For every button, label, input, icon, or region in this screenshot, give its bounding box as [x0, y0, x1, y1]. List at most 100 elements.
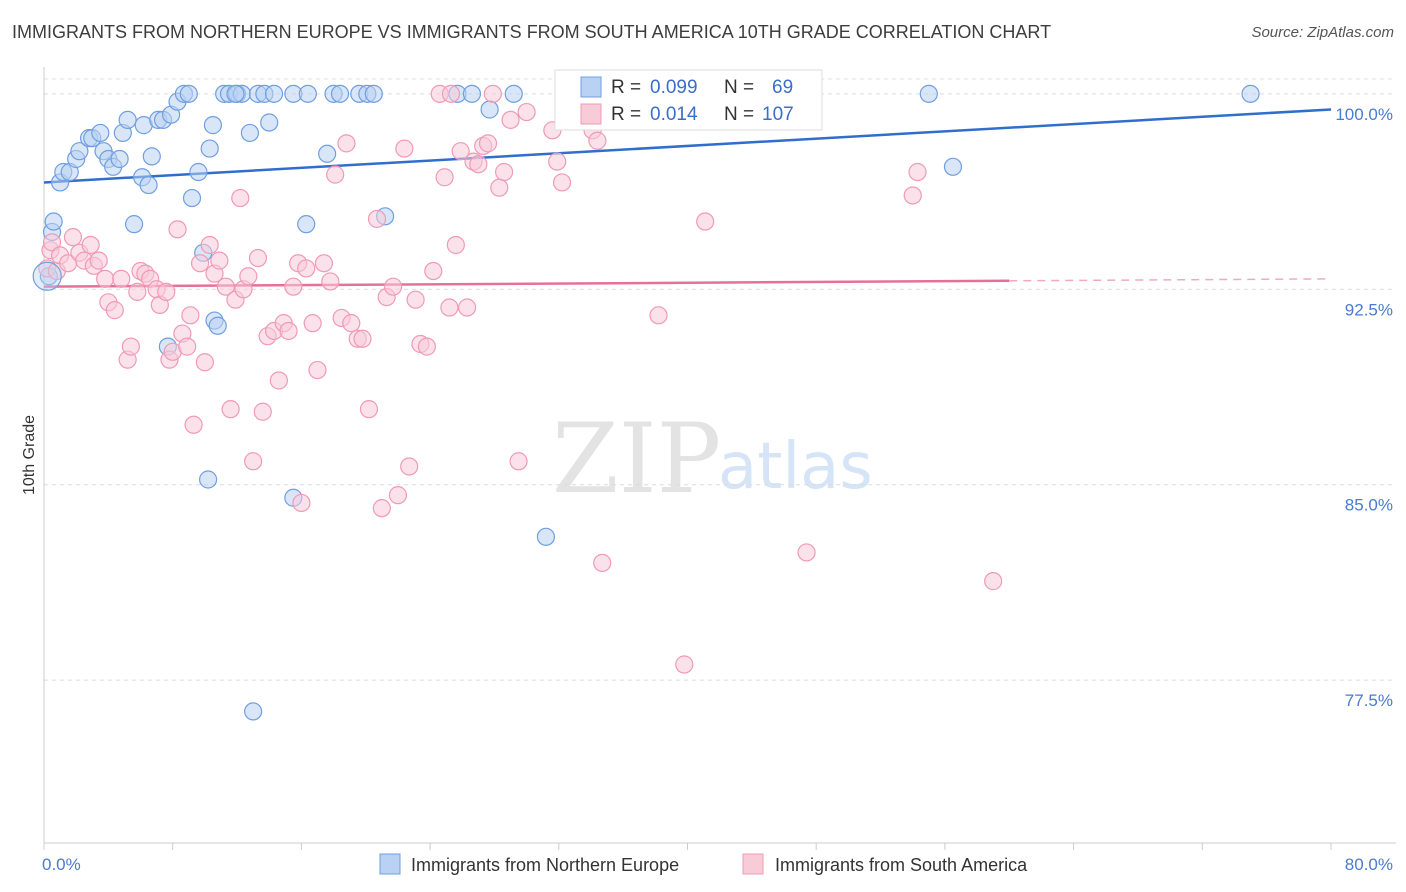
stats-n-value-1: 69	[772, 77, 793, 98]
point-s1-45	[253, 402, 272, 421]
stats-box: R = 0.099 N = 69 R = 0.014 N = 107	[554, 69, 823, 131]
point-s1-55	[303, 314, 322, 333]
points	[32, 84, 1260, 721]
point-s1-65	[359, 400, 379, 419]
point-s1-70	[388, 486, 408, 505]
point-s1-106	[441, 84, 461, 103]
point-s0-2	[44, 212, 63, 231]
point-s1-15	[112, 269, 131, 288]
point-s1-89	[495, 162, 514, 182]
watermark-atlas: atlas	[718, 430, 873, 504]
point-s1-12	[96, 269, 115, 288]
point-s1-50	[279, 321, 298, 341]
point-s0-61	[504, 84, 523, 103]
point-s0-66	[943, 157, 963, 176]
point-s1-75	[417, 337, 436, 356]
grid	[44, 78, 1396, 681]
point-s1-103	[903, 186, 922, 205]
point-s0-56	[364, 84, 383, 103]
point-s1-34	[200, 235, 219, 255]
point-s1-86	[478, 134, 498, 153]
point-s0-17	[124, 215, 144, 234]
point-s1-101	[696, 212, 715, 231]
point-s1-91	[509, 452, 528, 471]
point-s0-50	[298, 84, 317, 103]
point-s1-18	[128, 282, 147, 301]
point-s0-46	[264, 84, 284, 103]
y-tick-label-3: 100.0%	[1335, 105, 1393, 124]
point-s1-82	[458, 298, 477, 317]
series-points-1	[38, 84, 1003, 674]
axes	[43, 67, 1396, 850]
point-s1-69	[383, 277, 403, 296]
point-s1-53	[292, 493, 311, 513]
point-s1-94	[548, 152, 567, 171]
point-s0-29	[182, 188, 202, 208]
point-s0-36	[208, 316, 227, 335]
x-tick-label-1: 80.0%	[1345, 855, 1393, 874]
point-s0-49	[297, 215, 316, 234]
point-s1-31	[184, 415, 203, 434]
point-s1-2	[42, 233, 62, 252]
point-s0-41	[240, 123, 260, 143]
trend-line-0	[43, 108, 1332, 184]
point-s1-81	[451, 142, 470, 161]
point-s1-80	[446, 235, 465, 255]
point-s0-30	[189, 162, 208, 182]
point-s1-66	[367, 209, 387, 229]
point-s1-43	[244, 452, 263, 471]
point-s1-67	[372, 499, 391, 518]
point-s1-92	[517, 102, 536, 122]
y-tick-label-1: 85.0%	[1345, 496, 1393, 515]
stats-swatch-northern-europe	[580, 76, 602, 98]
point-s1-104	[908, 162, 927, 182]
point-s1-48	[269, 371, 288, 390]
point-s0-33	[200, 139, 219, 158]
point-s1-33	[195, 353, 214, 372]
point-s1-44	[248, 248, 268, 268]
point-s1-71	[395, 139, 414, 158]
stats-n-value-2: 107	[762, 104, 794, 125]
point-s0-28	[179, 84, 198, 103]
point-s1-90	[501, 110, 520, 130]
chart-source: Source: ZipAtlas.com	[1251, 24, 1394, 41]
point-s0-59	[462, 84, 482, 103]
point-s1-72	[400, 457, 419, 476]
point-s1-37	[216, 277, 235, 296]
stats-r-label-2: R =	[611, 104, 641, 125]
stats-r-value-2: 0.014	[650, 104, 698, 125]
trend-lines	[43, 108, 1332, 288]
stats-n-label-2: N =	[724, 104, 754, 125]
point-s0-10	[91, 123, 110, 143]
chart-title: IMMIGRANTS FROM NORTHERN EUROPE VS IMMIG…	[12, 22, 1052, 42]
stats-r-value-1: 0.099	[650, 77, 698, 98]
trend-line-1	[43, 279, 1010, 288]
y-tick-label-0: 77.5%	[1345, 691, 1393, 710]
point-s1-58	[321, 272, 340, 291]
point-s1-98	[593, 553, 612, 572]
point-s0-7	[70, 142, 89, 161]
legend-swatch-northern-europe	[379, 853, 401, 875]
y-tick-labels: 77.5% 85.0% 92.5% 100.0%	[1335, 105, 1393, 710]
point-s0-65	[919, 84, 938, 103]
stats-swatch-south-america	[580, 103, 602, 125]
point-s0-21	[142, 147, 161, 166]
point-s1-36	[210, 251, 229, 270]
point-s0-68	[226, 84, 245, 103]
x-tick-labels: 0.0% 80.0%	[42, 855, 1393, 874]
point-s1-9	[81, 235, 100, 255]
point-s0-16	[118, 110, 137, 130]
point-s1-88	[490, 178, 509, 197]
legend-label-northern-europe: Immigrants from Northern Europe	[411, 855, 679, 875]
x-tick-label-0: 0.0%	[42, 855, 81, 874]
point-s0-20	[139, 175, 158, 195]
point-cluster-origin	[32, 261, 62, 291]
point-s1-78	[435, 168, 454, 187]
point-s1-38	[221, 400, 240, 419]
point-s1-76	[424, 261, 443, 281]
point-s1-100	[675, 655, 694, 674]
point-s0-42	[244, 702, 263, 721]
point-s1-32	[190, 254, 210, 273]
point-s1-97	[588, 131, 607, 150]
point-s1-79	[440, 298, 459, 317]
